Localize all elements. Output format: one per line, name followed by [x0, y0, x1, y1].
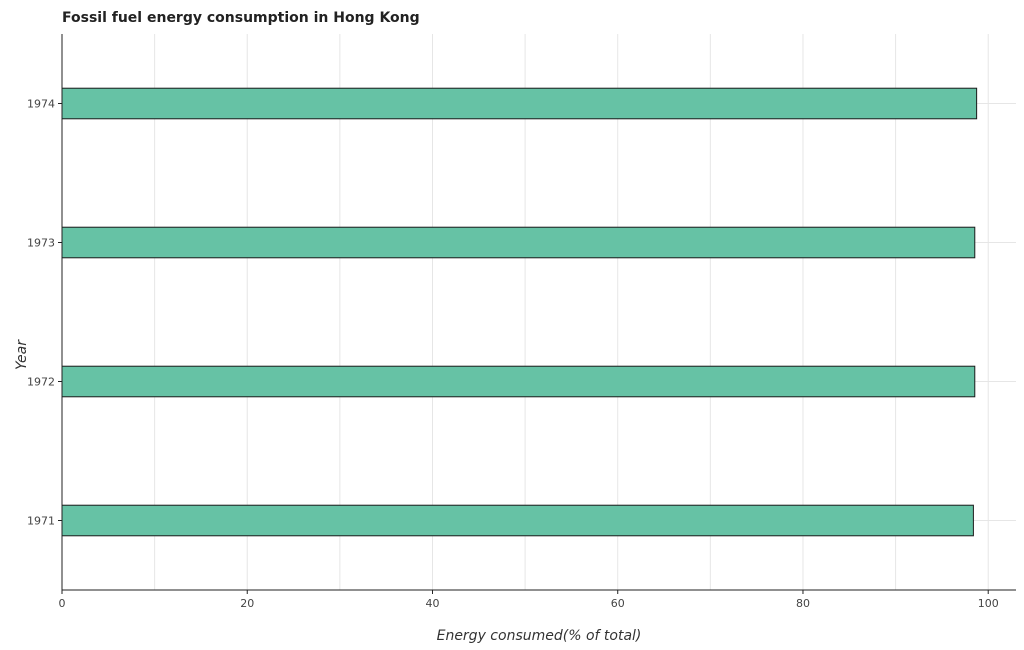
x-tick-label: 80 [796, 597, 810, 610]
x-tick-label: 0 [59, 597, 66, 610]
bars [61, 87, 978, 537]
y-tick-label: 1974 [27, 98, 55, 111]
chart-title: Fossil fuel energy consumption in Hong K… [62, 10, 420, 26]
x-tick-label: 20 [240, 597, 254, 610]
x-axis-label: Energy consumed(% of total) [436, 628, 642, 644]
x-tick-label: 100 [978, 597, 999, 610]
bar-1971 [61, 504, 974, 537]
y-tick-label: 1973 [27, 237, 55, 250]
x-tick-label: 40 [425, 597, 439, 610]
y-tick-label: 1971 [27, 515, 55, 528]
y-axis-label: Year [14, 340, 30, 370]
x-tick-label: 60 [611, 597, 625, 610]
bar-1972 [61, 365, 976, 398]
bar-1974 [61, 87, 978, 120]
bar-1973 [61, 226, 976, 259]
y-tick-label: 1972 [27, 376, 55, 389]
axes: 0 20 40 60 80 100 1971 1972 1973 1974 [27, 34, 1016, 610]
